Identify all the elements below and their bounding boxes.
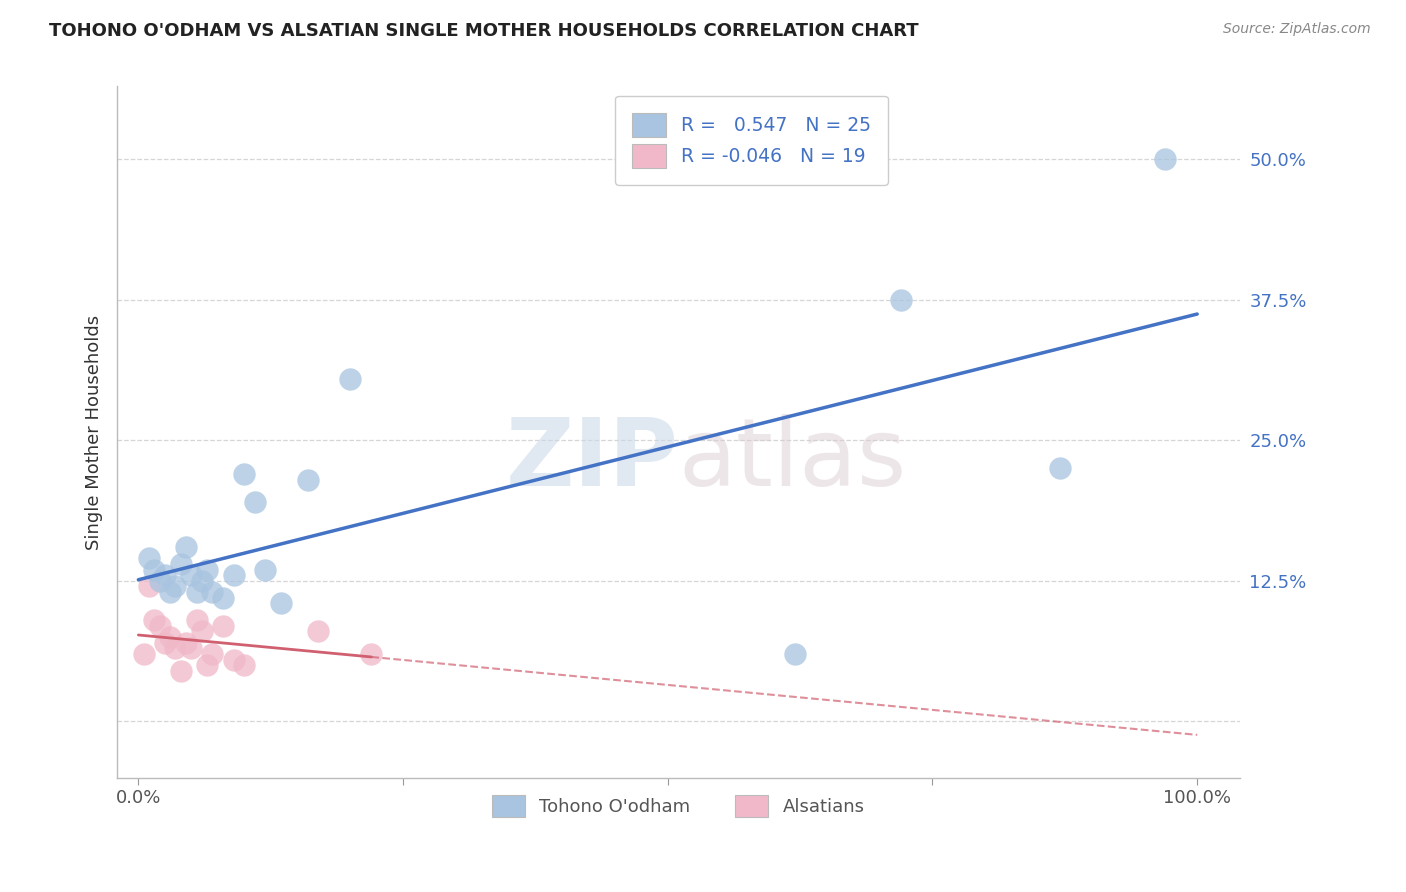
Point bbox=[138, 551, 160, 566]
Point bbox=[233, 467, 256, 482]
Point bbox=[132, 647, 155, 661]
Point bbox=[174, 540, 197, 554]
Point bbox=[212, 591, 235, 605]
Point bbox=[297, 473, 319, 487]
Point bbox=[153, 636, 176, 650]
Point bbox=[180, 641, 202, 656]
Point bbox=[165, 580, 187, 594]
Point bbox=[254, 563, 277, 577]
Point bbox=[890, 293, 912, 307]
Point bbox=[1154, 153, 1177, 167]
Point bbox=[186, 585, 208, 599]
Point bbox=[165, 641, 187, 656]
Point bbox=[270, 596, 292, 610]
Point bbox=[222, 568, 245, 582]
Y-axis label: Single Mother Households: Single Mother Households bbox=[86, 314, 103, 549]
Point bbox=[148, 574, 170, 588]
Point bbox=[1049, 461, 1071, 475]
Legend: Tohono O'odham, Alsatians: Tohono O'odham, Alsatians bbox=[485, 788, 872, 824]
Point bbox=[191, 624, 214, 639]
Point bbox=[783, 647, 806, 661]
Point bbox=[174, 636, 197, 650]
Text: TOHONO O'ODHAM VS ALSATIAN SINGLE MOTHER HOUSEHOLDS CORRELATION CHART: TOHONO O'ODHAM VS ALSATIAN SINGLE MOTHER… bbox=[49, 22, 920, 40]
Point bbox=[360, 647, 382, 661]
Point bbox=[243, 495, 266, 509]
Point bbox=[339, 371, 361, 385]
Text: ZIP: ZIP bbox=[506, 414, 678, 506]
Text: atlas: atlas bbox=[678, 414, 907, 506]
Point bbox=[186, 613, 208, 627]
Point bbox=[212, 619, 235, 633]
Point bbox=[138, 580, 160, 594]
Point bbox=[143, 613, 166, 627]
Point bbox=[159, 585, 181, 599]
Point bbox=[222, 652, 245, 666]
Point bbox=[307, 624, 329, 639]
Point bbox=[148, 619, 170, 633]
Point bbox=[170, 664, 193, 678]
Point bbox=[153, 568, 176, 582]
Point bbox=[195, 563, 218, 577]
Point bbox=[233, 658, 256, 673]
Point bbox=[191, 574, 214, 588]
Point bbox=[170, 557, 193, 571]
Point bbox=[159, 630, 181, 644]
Point bbox=[195, 658, 218, 673]
Point bbox=[143, 563, 166, 577]
Point bbox=[201, 647, 224, 661]
Point bbox=[201, 585, 224, 599]
Point bbox=[180, 568, 202, 582]
Text: Source: ZipAtlas.com: Source: ZipAtlas.com bbox=[1223, 22, 1371, 37]
